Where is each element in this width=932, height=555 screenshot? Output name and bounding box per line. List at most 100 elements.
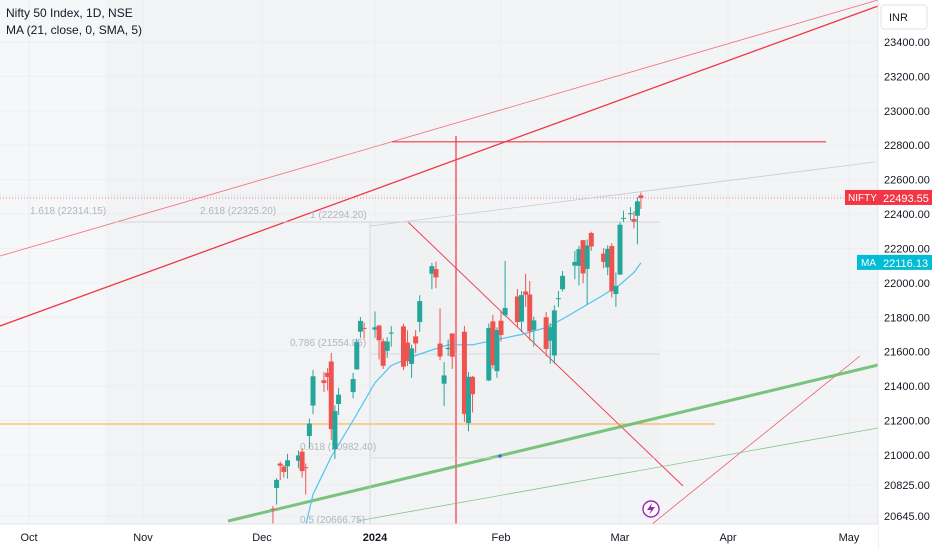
green-trendline[interactable] xyxy=(227,363,879,523)
candle-body[interactable] xyxy=(551,310,557,356)
candle-body[interactable] xyxy=(470,376,476,395)
candle-body[interactable] xyxy=(441,375,447,384)
candle-body[interactable] xyxy=(519,295,525,322)
candle-body[interactable] xyxy=(376,325,382,341)
candle-body[interactable] xyxy=(527,294,533,332)
candle[interactable] xyxy=(357,316,363,338)
candle[interactable] xyxy=(429,262,435,290)
candle-body[interactable] xyxy=(580,240,586,274)
candle[interactable] xyxy=(631,211,637,229)
candle-body[interactable] xyxy=(449,333,455,357)
candle[interactable] xyxy=(486,323,492,382)
candle[interactable] xyxy=(405,330,411,366)
candle-body[interactable] xyxy=(502,307,508,316)
candle-body[interactable] xyxy=(332,411,338,450)
candle[interactable] xyxy=(588,231,594,251)
candle[interactable] xyxy=(361,322,367,339)
candle[interactable] xyxy=(449,333,455,369)
candle-body[interactable] xyxy=(388,332,394,334)
candle[interactable] xyxy=(372,311,378,338)
candle[interactable] xyxy=(350,372,356,399)
candle[interactable] xyxy=(547,323,553,364)
candle[interactable] xyxy=(376,324,382,360)
candle[interactable] xyxy=(270,506,276,524)
candle-body[interactable] xyxy=(613,285,619,295)
candle-body[interactable] xyxy=(380,341,386,366)
candle-body[interactable] xyxy=(433,269,439,278)
candle[interactable] xyxy=(274,478,280,505)
candle-body[interactable] xyxy=(588,232,594,247)
candle[interactable] xyxy=(617,222,623,275)
candle-body[interactable] xyxy=(494,330,500,372)
candle[interactable] xyxy=(285,453,291,479)
thin-green-line[interactable] xyxy=(356,427,879,522)
candle-body[interactable] xyxy=(609,246,615,292)
candle[interactable] xyxy=(384,337,390,358)
candle[interactable] xyxy=(413,330,419,353)
candle-body[interactable] xyxy=(409,348,415,364)
candle[interactable] xyxy=(354,338,360,370)
candle-body[interactable] xyxy=(429,266,435,274)
candle[interactable] xyxy=(295,450,301,469)
candle[interactable] xyxy=(303,463,309,495)
candle-body[interactable] xyxy=(354,342,360,370)
candle[interactable] xyxy=(310,370,316,415)
candle[interactable] xyxy=(638,192,644,209)
candle[interactable] xyxy=(332,405,338,459)
candle[interactable] xyxy=(543,311,549,357)
candle[interactable] xyxy=(527,280,533,341)
candle-body[interactable] xyxy=(445,347,451,350)
candle-body[interactable] xyxy=(498,320,504,336)
middle-channel-line[interactable] xyxy=(0,5,879,327)
candle-body[interactable] xyxy=(274,479,280,488)
candle-body[interactable] xyxy=(584,245,590,269)
candle-body[interactable] xyxy=(572,261,578,266)
candle[interactable] xyxy=(321,371,327,392)
indicator-legend[interactable]: MA (21, close, 0, SMA, 5) xyxy=(6,23,143,37)
candle-body[interactable] xyxy=(631,219,637,222)
candles[interactable] xyxy=(270,192,644,524)
candle[interactable] xyxy=(634,197,640,245)
candle[interactable] xyxy=(409,344,415,378)
candle-body[interactable] xyxy=(627,213,633,215)
candle[interactable] xyxy=(498,311,504,342)
candle-body[interactable] xyxy=(437,343,443,357)
candle-body[interactable] xyxy=(617,224,623,275)
candle-body[interactable] xyxy=(620,217,626,219)
candle-body[interactable] xyxy=(372,327,378,330)
upper-channel-line[interactable] xyxy=(0,0,879,257)
candle-body[interactable] xyxy=(325,372,331,377)
candle[interactable] xyxy=(281,465,287,478)
candle-body[interactable] xyxy=(310,376,316,406)
candle-body[interactable] xyxy=(523,291,529,295)
candle[interactable] xyxy=(531,316,537,347)
candle[interactable] xyxy=(417,295,423,332)
candle[interactable] xyxy=(605,245,611,276)
time-axis[interactable]: Oct Nov Dec 2024 Feb Mar Apr May xyxy=(0,523,878,550)
candle-body[interactable] xyxy=(413,336,419,344)
chart-title[interactable]: Nifty 50 Index, 1D, NSE xyxy=(6,6,133,20)
candle[interactable] xyxy=(620,210,626,222)
candle[interactable] xyxy=(490,314,496,369)
candle[interactable] xyxy=(461,325,467,422)
candle[interactable] xyxy=(502,261,508,317)
candle[interactable] xyxy=(580,240,586,284)
candle-body[interactable] xyxy=(306,423,312,436)
candle-body[interactable] xyxy=(514,296,520,323)
candle[interactable] xyxy=(325,368,331,391)
candle-body[interactable] xyxy=(634,201,640,216)
candle[interactable] xyxy=(437,308,443,361)
candle-body[interactable] xyxy=(299,451,305,472)
candle[interactable] xyxy=(627,207,633,221)
candle-body[interactable] xyxy=(531,320,537,330)
candle[interactable] xyxy=(470,375,476,413)
candle[interactable] xyxy=(465,371,471,432)
candle[interactable] xyxy=(572,250,578,280)
candle-body[interactable] xyxy=(543,317,549,349)
candle-body[interactable] xyxy=(417,301,423,322)
candle-body[interactable] xyxy=(486,327,492,381)
candle[interactable] xyxy=(555,290,561,307)
candle[interactable] xyxy=(494,327,500,378)
candle-body[interactable] xyxy=(281,466,287,472)
